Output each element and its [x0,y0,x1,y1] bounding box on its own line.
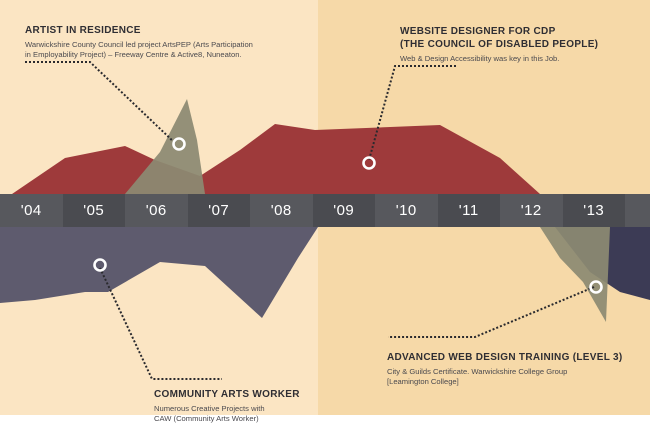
leader-artist [25,61,177,145]
year-label[interactable]: '07 [187,194,250,227]
entry-web-design-training: ADVANCED WEB DESIGN TRAINING (LEVEL 3) C… [387,351,647,386]
year-label[interactable]: '11 [437,194,500,227]
entry-title: ARTIST IN RESIDENCE [25,25,141,36]
entry-title: COMMUNITY ARTS WORKER [154,389,300,400]
purple-area [0,227,318,318]
entry-description: City & Guilds Certificate. Warwickshire … [387,367,568,386]
year-label[interactable]: '10 [375,194,438,227]
marker-training[interactable] [589,280,603,294]
olive-spike-training [540,227,610,322]
entry-description: Numerous Creative Projects with CAW (Com… [154,404,265,423]
year-label[interactable]: '04 [0,194,63,227]
entry-description: Web & Design Accessibility was key in th… [400,54,560,63]
entry-website-designer: WEBSITE DESIGNER FOR CDP (THE COUNCIL OF… [400,25,645,64]
year-label[interactable]: '06 [125,194,188,227]
year-label[interactable]: '08 [250,194,313,227]
marker-web[interactable] [362,156,376,170]
marker-community[interactable] [93,258,107,272]
entry-artist-in-residence: ARTIST IN RESIDENCE Warwickshire County … [25,24,315,59]
olive-spike-artist [125,99,205,194]
year-label[interactable]: '05 [62,194,125,227]
entry-title: ADVANCED WEB DESIGN TRAINING (LEVEL 3) [387,352,623,363]
year-label[interactable]: '12 [500,194,563,227]
year-label[interactable]: '09 [312,194,375,227]
marker-artist[interactable] [172,137,186,151]
entry-community-arts-worker: COMMUNITY ARTS WORKER Numerous Creative … [154,388,354,423]
leader-community [99,267,222,380]
entry-description: Warwickshire County Council led project … [25,40,253,59]
red-area [12,124,540,194]
year-bar-end [625,194,650,227]
leader-training [388,286,595,338]
year-timeline: '04 '05 '06 '07 '08 '09 '10 '11 '12 '13 [0,194,650,227]
year-label[interactable]: '13 [562,194,625,227]
leader-web [368,65,456,161]
entry-title: WEBSITE DESIGNER FOR CDP (THE COUNCIL OF… [400,26,599,50]
